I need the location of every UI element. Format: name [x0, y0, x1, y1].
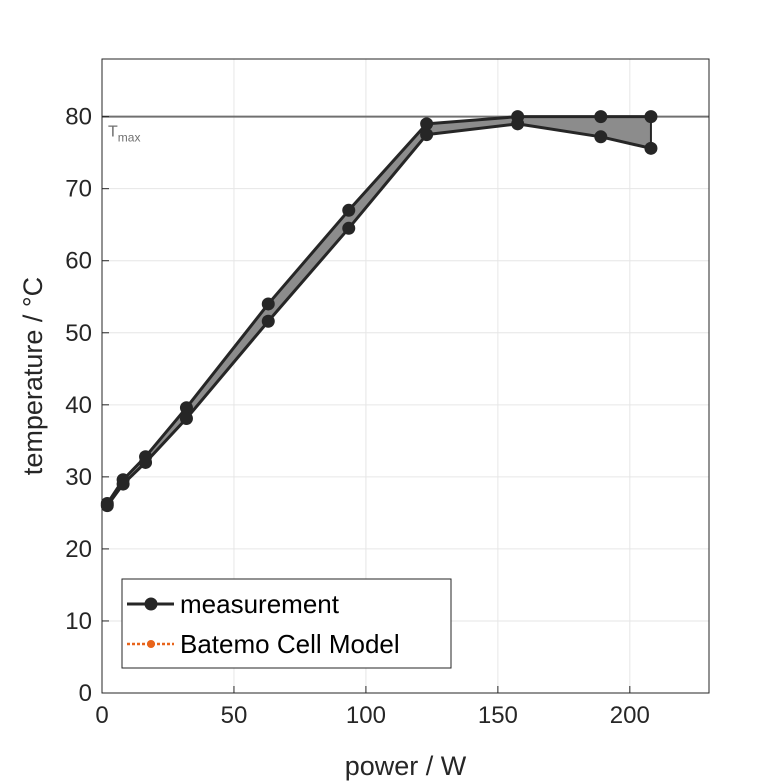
measurement-lower-point — [100, 499, 114, 513]
y-tick-label: 60 — [65, 248, 92, 275]
y-tick-label: 50 — [65, 320, 92, 347]
y-tick-label: 80 — [65, 104, 92, 131]
y-tick-label: 70 — [65, 176, 92, 203]
legend-box — [121, 578, 452, 669]
measurement-upper-line — [106, 115, 651, 505]
legend-entry: Batemo Cell Model — [127, 629, 400, 659]
measurement-lower-point — [139, 455, 153, 469]
x-tick-label: 50 — [221, 702, 248, 729]
legend: measurement Batemo Cell Model — [121, 578, 452, 669]
legend-marker — [147, 640, 155, 648]
axes-frame — [101, 58, 710, 694]
measurement-lower-point — [179, 412, 193, 426]
legend-label: measurement — [180, 589, 340, 619]
measurement-lower-point — [342, 221, 356, 235]
measurement-lower-point — [116, 477, 130, 491]
measurement-upper-point — [644, 110, 658, 124]
x-tick-label: 100 — [346, 702, 386, 729]
tick-labels: 0 50 100 150 200 0 10 20 30 40 50 60 70 80 — [65, 104, 650, 729]
y-tick-label: 30 — [65, 464, 92, 491]
y-tick-label: 20 — [65, 536, 92, 563]
measurement-upper-point — [261, 297, 275, 311]
series-lines — [100, 110, 658, 513]
x-axis-label: power / W — [345, 751, 467, 781]
y-tick-label: 0 — [79, 680, 92, 707]
measurement-lower-point — [511, 117, 525, 131]
x-tick-label: 150 — [478, 702, 518, 729]
legend-label: Batemo Cell Model — [180, 629, 400, 659]
x-tick-label: 200 — [610, 702, 650, 729]
tmax-label: Tmax — [108, 124, 140, 145]
measurement-upper-point — [342, 203, 356, 217]
measurement-lower-point — [594, 130, 608, 144]
y-tick-label: 10 — [65, 608, 92, 635]
measurement-lower-point — [420, 128, 434, 142]
legend-entry: measurement — [127, 589, 340, 619]
legend-entries: measurement Batemo Cell Model — [127, 589, 400, 659]
measurement-upper-point — [594, 110, 608, 124]
measurement-lower-point — [261, 314, 275, 328]
measurement-upper-point — [420, 117, 434, 131]
measurement-lower-line — [106, 122, 652, 507]
measurement-lower-point — [644, 141, 658, 155]
measurement-upper-point — [179, 401, 193, 415]
y-tick-label: 40 — [65, 392, 92, 419]
y-axis-label: temperature / °C — [18, 277, 48, 475]
legend-marker — [144, 597, 158, 611]
x-tick-label: 0 — [95, 702, 108, 729]
